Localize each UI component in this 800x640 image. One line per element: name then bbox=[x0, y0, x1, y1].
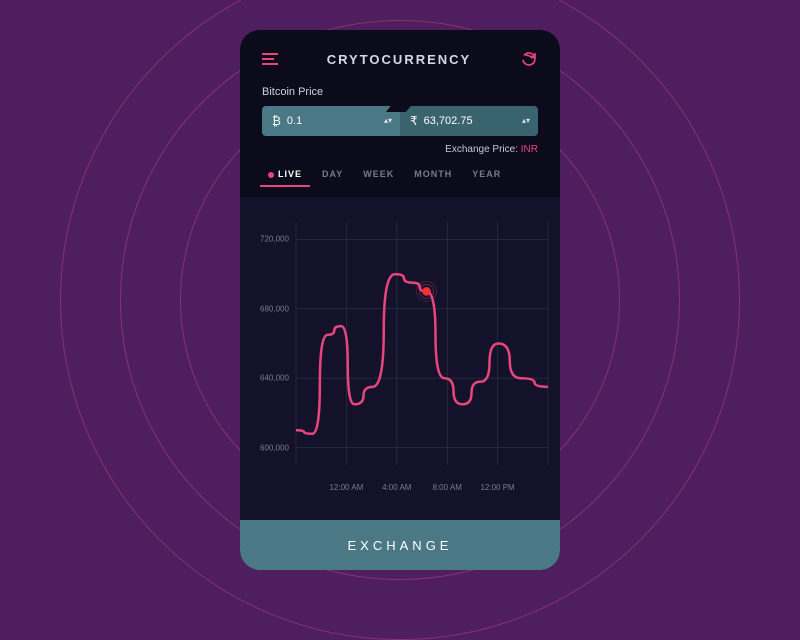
from-value: 0.1 bbox=[287, 115, 384, 127]
phone-frame: CRYTOCURRENCY Bitcoin Price ₿ 0.1 ▴▾ ₹ 6… bbox=[240, 30, 560, 570]
app-title: CRYTOCURRENCY bbox=[327, 52, 471, 67]
price-label: Bitcoin Price bbox=[262, 86, 538, 98]
tab-live[interactable]: LIVE bbox=[268, 169, 302, 187]
x-axis-label: 8:00 AM bbox=[433, 483, 462, 492]
price-chart: 600,000 640,000 680,000 720,000 12:00 AM 4:00… bbox=[240, 197, 560, 520]
exchange-price-label: Exchange Price: INR bbox=[262, 144, 538, 155]
bitcoin-icon: ₿ bbox=[272, 114, 281, 128]
x-axis-label: 4:00 AM bbox=[382, 483, 411, 492]
timeframe-tabs: LIVE DAY WEEK MONTH YEAR bbox=[262, 169, 538, 187]
top-panel: CRYTOCURRENCY Bitcoin Price ₿ 0.1 ▴▾ ₹ 6… bbox=[240, 30, 560, 197]
menu-icon[interactable] bbox=[262, 53, 278, 65]
chevron-updown-icon: ▴▾ bbox=[384, 118, 392, 124]
chevron-updown-icon: ▴▾ bbox=[522, 118, 530, 124]
tab-month[interactable]: MONTH bbox=[414, 169, 452, 187]
y-axis-label: 680,000 bbox=[260, 304, 289, 313]
tab-day[interactable]: DAY bbox=[322, 169, 343, 187]
to-value: 63,702.75 bbox=[424, 115, 522, 127]
exchange-button[interactable]: EXCHANGE bbox=[240, 520, 560, 570]
from-currency-selector[interactable]: ₿ 0.1 ▴▾ bbox=[262, 106, 400, 136]
rupee-icon: ₹ bbox=[410, 114, 418, 128]
y-axis-label: 640,000 bbox=[260, 374, 289, 383]
tab-year[interactable]: YEAR bbox=[472, 169, 501, 187]
y-axis-label: 600,000 bbox=[260, 443, 289, 452]
y-axis-label: 720,000 bbox=[260, 235, 289, 244]
x-axis-label: 12:00 PM bbox=[480, 483, 514, 492]
to-currency-selector[interactable]: ₹ 63,702.75 ▴▾ bbox=[400, 106, 538, 136]
refresh-icon[interactable] bbox=[520, 50, 538, 68]
tab-week[interactable]: WEEK bbox=[363, 169, 394, 187]
x-axis-label: 12:00 AM bbox=[329, 483, 363, 492]
converter: ₿ 0.1 ▴▾ ₹ 63,702.75 ▴▾ bbox=[262, 106, 538, 136]
